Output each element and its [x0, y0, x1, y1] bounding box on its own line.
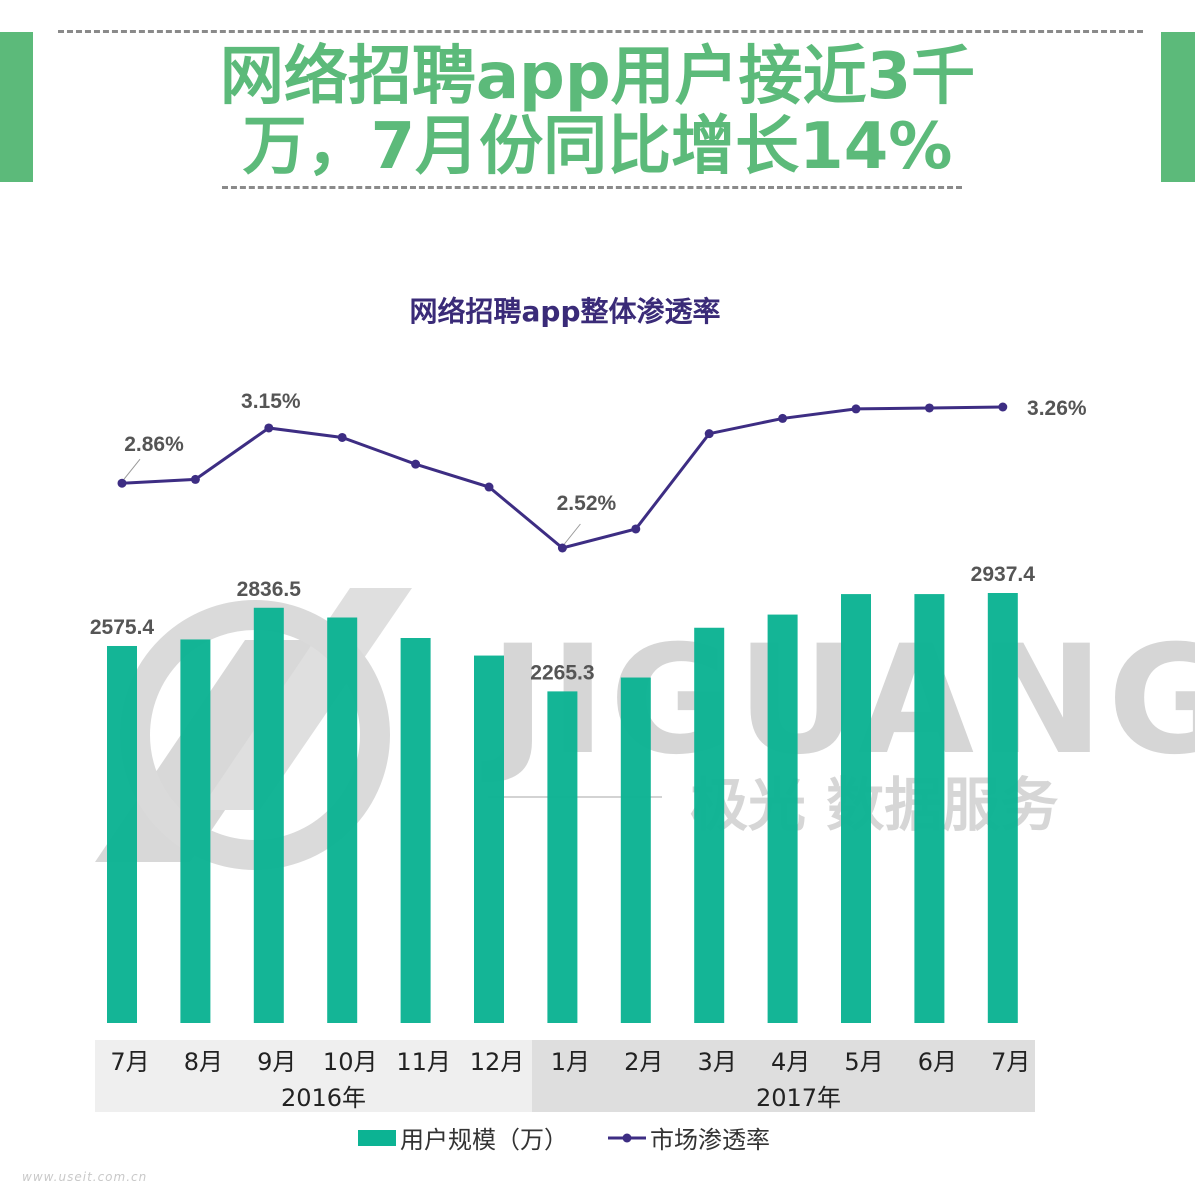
legend-bar-label: 用户规模（万）: [400, 1126, 568, 1154]
x-tick-label: 10月: [323, 1048, 378, 1076]
line-point: [485, 483, 494, 492]
line-point: [705, 429, 714, 438]
bar-data-label: 2265.3: [530, 661, 594, 684]
x-tick-label: 8月: [184, 1048, 223, 1076]
line-point: [411, 460, 420, 469]
bar: [914, 594, 944, 1023]
x-tick-label: 12月: [470, 1048, 525, 1076]
x-tick-label: 1月: [551, 1048, 590, 1076]
x-tick-label: 4月: [771, 1048, 810, 1076]
legend-bar-swatch: [358, 1130, 396, 1146]
line-data-label: 2.86%: [124, 433, 184, 456]
line-series-path: [122, 407, 1003, 548]
line-point: [631, 524, 640, 533]
x-tick-label: 6月: [918, 1048, 957, 1076]
line-data-label: 3.26%: [1027, 397, 1087, 420]
line-point: [925, 403, 934, 412]
bar: [254, 608, 284, 1023]
line-point: [778, 414, 787, 423]
bar: [327, 618, 357, 1023]
bar-data-label: 2937.4: [971, 563, 1036, 586]
line-point: [264, 423, 273, 432]
bar: [547, 691, 577, 1023]
bar: [694, 628, 724, 1023]
bar: [768, 615, 798, 1023]
x-tick-label: 7月: [991, 1048, 1030, 1076]
bar: [474, 656, 504, 1023]
watermark-brand: JIGUANG: [481, 614, 1195, 788]
label-leader-line: [124, 459, 140, 479]
bar: [841, 594, 871, 1023]
x-tick-label: 2月: [624, 1048, 663, 1076]
line-point: [338, 433, 347, 442]
bar-data-label: 2836.5: [237, 578, 302, 601]
bar: [988, 593, 1018, 1023]
line-point: [852, 404, 861, 413]
x-tick-label: 7月: [110, 1048, 149, 1076]
bar-data-label: 2575.4: [90, 616, 155, 639]
bar: [621, 678, 651, 1023]
legend-line-label: 市场渗透率: [650, 1126, 770, 1154]
bar: [401, 638, 431, 1023]
bar: [180, 639, 210, 1023]
line-point: [998, 403, 1007, 412]
line-data-label: 2.52%: [557, 492, 617, 515]
bar: [107, 646, 137, 1023]
line-point: [118, 479, 127, 488]
x-tick-label: 3月: [698, 1048, 737, 1076]
legend-line-marker: [623, 1134, 632, 1143]
line-point: [191, 475, 200, 484]
label-leader-line: [564, 524, 580, 544]
x-group-label: 2016年: [281, 1084, 366, 1112]
line-data-label: 3.15%: [241, 390, 301, 413]
x-tick-label: 9月: [257, 1048, 296, 1076]
footer-url: www.useit.com.cn: [22, 1170, 147, 1184]
x-tick-label: 11月: [396, 1048, 451, 1076]
x-group-label: 2017年: [756, 1084, 841, 1112]
x-tick-label: 5月: [844, 1048, 883, 1076]
line-point: [558, 544, 567, 553]
